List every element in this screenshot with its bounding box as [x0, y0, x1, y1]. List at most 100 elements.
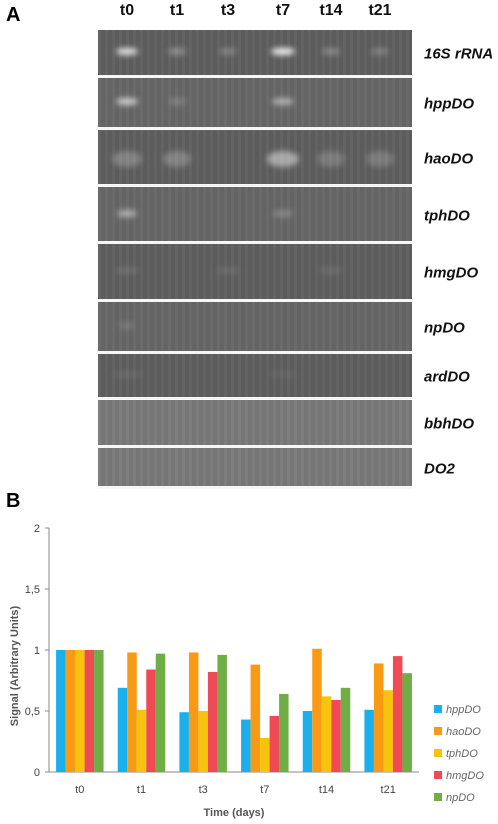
bar-npDO-t1 — [155, 653, 166, 772]
legend-label-hppDO: hppDO — [446, 704, 481, 716]
gene-label: DO2 — [424, 460, 455, 477]
bar-hmgDO-t7 — [269, 715, 280, 772]
gel-band — [272, 98, 294, 105]
gel-row — [98, 244, 412, 302]
bar-tphDO-t0 — [75, 650, 85, 772]
bar-hmgDO-t0 — [84, 650, 95, 772]
lane-header: t0 — [119, 2, 135, 19]
panel-a-label: A — [6, 4, 21, 26]
gel-row — [98, 187, 412, 244]
bar-hmgDO-t21 — [392, 656, 403, 772]
bar-tphDO-t21 — [383, 690, 393, 772]
bar-tphDO-t1 — [136, 709, 147, 772]
gel-row — [98, 448, 412, 489]
legend-label-hmgDO: hmgDO — [446, 770, 484, 782]
legend-swatch-hppDO — [434, 705, 442, 713]
gene-label: ardDO — [424, 368, 470, 386]
bar-tphDO-t3 — [198, 711, 208, 772]
lane-header: t14 — [319, 2, 343, 19]
bar-hppDO-t7 — [241, 719, 251, 772]
bar-haoDO-t21 — [373, 663, 384, 772]
gel-image — [98, 30, 412, 489]
bar-hppDO-t3 — [179, 712, 189, 772]
y-tick-label: 0,5 — [25, 706, 40, 718]
gel-band — [163, 151, 191, 167]
gel-band — [366, 151, 394, 167]
gene-label: haoDO — [424, 150, 474, 168]
gene-label: bbhDO — [424, 415, 474, 433]
gel-row — [98, 302, 412, 354]
gene-label: hmgDO — [424, 264, 479, 282]
legend-label-npDO: npDO — [446, 792, 475, 804]
bar-npDO-t21 — [402, 673, 412, 772]
bar-npDO-t0 — [94, 650, 104, 772]
bar-npDO-t3 — [217, 654, 227, 772]
bar-hmgDO-t14 — [331, 700, 341, 772]
gel-band — [273, 209, 293, 217]
legend-swatch-haoDO — [434, 727, 442, 735]
gene-label: hppDO — [424, 95, 474, 113]
bar-hppDO-t14 — [302, 711, 313, 772]
y-tick-label: 2 — [34, 523, 40, 535]
y-tick-label: 1,5 — [25, 584, 40, 596]
lane-header: t1 — [169, 2, 185, 19]
gel-band — [119, 322, 135, 329]
gel-band — [112, 151, 142, 167]
x-tick-label: t14 — [319, 784, 334, 796]
legend-swatch-npDO — [434, 793, 442, 801]
bar-tphDO-t14 — [321, 696, 332, 772]
gel-band — [317, 151, 345, 167]
bar-haoDO-t3 — [188, 652, 199, 772]
bar-hppDO-t21 — [364, 709, 374, 772]
x-tick-label: t1 — [137, 784, 146, 796]
gel-band — [116, 48, 138, 55]
gel-band — [267, 151, 299, 167]
legend-label-haoDO: haoDO — [446, 726, 481, 738]
gel-row — [98, 354, 412, 400]
bar-chart: 0 0,5 1 1,5 2 Signal (Arbitrary Units) Time (d… — [9, 523, 484, 819]
gel-band — [271, 48, 295, 55]
gel-row — [98, 400, 412, 448]
x-tick-label: t7 — [260, 784, 269, 796]
gel-band — [116, 98, 138, 105]
gel-band — [219, 48, 237, 55]
bar-tphDO-t7 — [260, 737, 270, 772]
gel-band — [319, 267, 343, 274]
gel-band — [115, 267, 139, 274]
lane-header: t3 — [220, 2, 236, 19]
bar-hmgDO-t1 — [146, 669, 156, 772]
bar-haoDO-t14 — [312, 648, 322, 772]
gel-band — [168, 98, 186, 105]
gene-label: npDO — [424, 319, 465, 337]
legend-swatch-hmgDO — [434, 771, 442, 779]
gene-label: 16S rRNA — [424, 45, 494, 63]
bar-hppDO-t0 — [56, 650, 66, 772]
bar-hmgDO-t3 — [207, 671, 218, 772]
y-tick-label: 0 — [34, 767, 40, 779]
lane-header: t21 — [368, 2, 392, 19]
gel-row — [98, 78, 412, 130]
gel-band — [168, 48, 186, 55]
gel-band — [322, 48, 340, 55]
y-axis-label: Signal (Arbitrary Units) — [9, 605, 21, 726]
x-tick-label: t3 — [199, 784, 208, 796]
x-tick-label: t0 — [75, 784, 84, 796]
panel-b-label: B — [6, 490, 21, 512]
gene-label: tphDO — [424, 207, 470, 224]
gel-row — [98, 30, 412, 78]
gel-band — [268, 371, 298, 378]
x-axis-label: Time (days) — [204, 807, 265, 819]
y-tick-label: 1 — [34, 645, 40, 657]
gel-band — [112, 371, 142, 378]
legend-swatch-tphDO — [434, 749, 442, 757]
gel-band — [216, 267, 240, 274]
gel-band — [117, 209, 137, 217]
gel-row — [98, 131, 412, 187]
bar-haoDO-t7 — [250, 664, 261, 772]
bar-haoDO-t0 — [65, 650, 76, 772]
x-tick-label: t21 — [381, 784, 396, 796]
bar-haoDO-t1 — [127, 652, 137, 772]
legend-label-tphDO: tphDO — [446, 748, 478, 760]
lane-header: t7 — [275, 2, 291, 19]
bar-npDO-t14 — [340, 687, 351, 772]
